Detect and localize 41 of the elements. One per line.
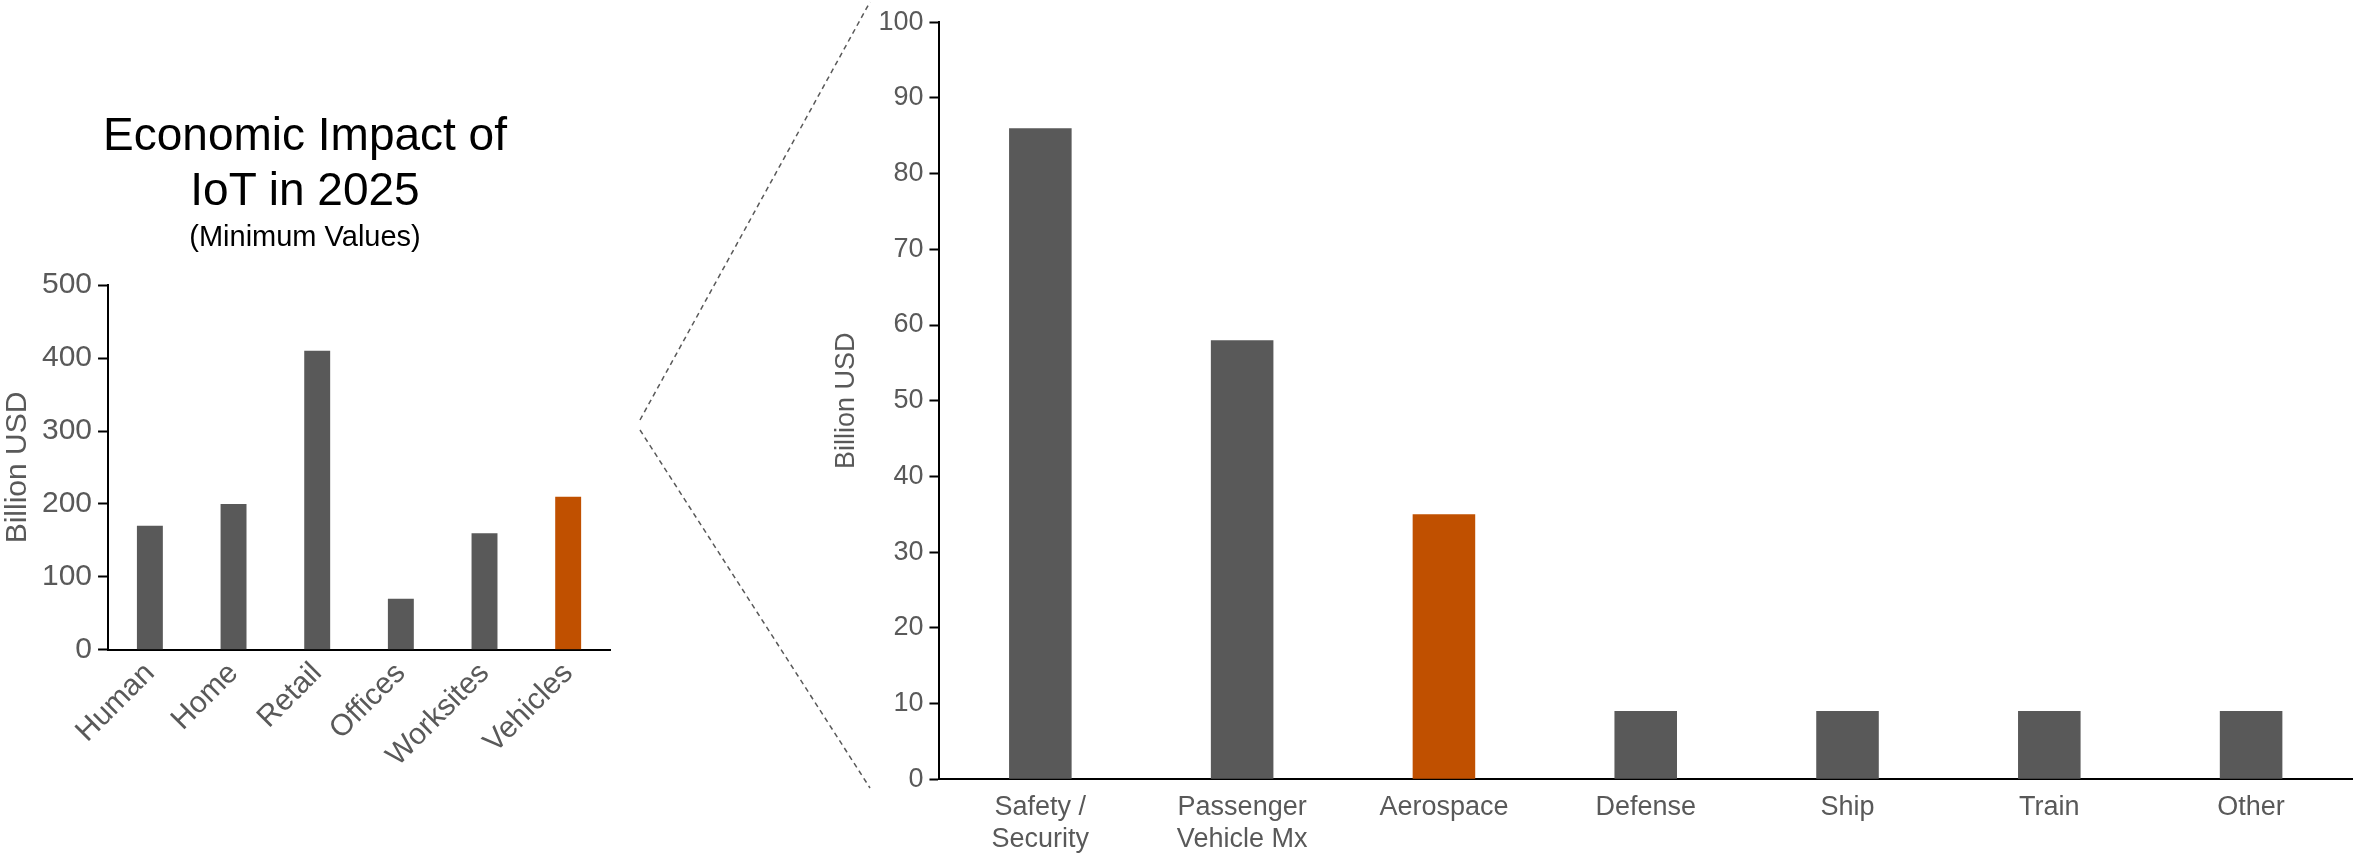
bar [1816,711,1879,779]
y-tick-label: 100 [878,5,924,36]
bar [304,350,331,650]
bar [1614,711,1677,779]
bar [136,525,163,650]
y-tick-label: 50 [893,384,924,415]
y-tick-label: 0 [908,762,924,793]
bar [471,533,498,650]
y-tick-label: 10 [893,686,924,717]
bar [1009,128,1072,779]
bar [387,598,414,650]
y-tick-label: 300 [41,412,93,446]
bar [1412,514,1476,779]
y-tick-label: 200 [41,485,93,519]
x-tick-label: Safety / Security [991,790,1090,854]
bar [2018,711,2081,779]
y-tick-label: 70 [893,232,924,263]
y-tick-label: 90 [893,81,924,112]
x-tick-label: Ship [1820,790,1875,821]
y-axis-title: Billion USD [0,391,33,544]
x-tick-label: Aerospace [1379,790,1509,821]
bar [220,503,247,650]
y-tick-label: 60 [893,308,924,339]
y-tick-label: 40 [893,459,924,490]
bar [1210,340,1274,779]
x-tick-label: Defense [1595,790,1697,821]
bar [555,496,582,650]
y-tick-label: 100 [41,558,93,592]
y-tick-label: 0 [75,631,93,665]
y-tick-label: 400 [41,339,93,373]
chart-title: Economic Impact of IoT in 2025 [103,108,508,216]
y-tick-label: 30 [893,535,924,566]
chart-subtitle: (Minimum Values) [189,219,421,252]
x-tick-label: Other [2217,790,2285,821]
y-tick-label: 500 [41,266,93,300]
y-tick-label: 20 [893,611,924,642]
x-tick-label: Train [2019,790,2080,821]
y-tick-label: 80 [893,157,924,188]
x-tick-label: Passenger Vehicle Mx [1176,790,1308,854]
bar [2219,711,2283,779]
y-axis-title: Billion USD [829,332,860,469]
